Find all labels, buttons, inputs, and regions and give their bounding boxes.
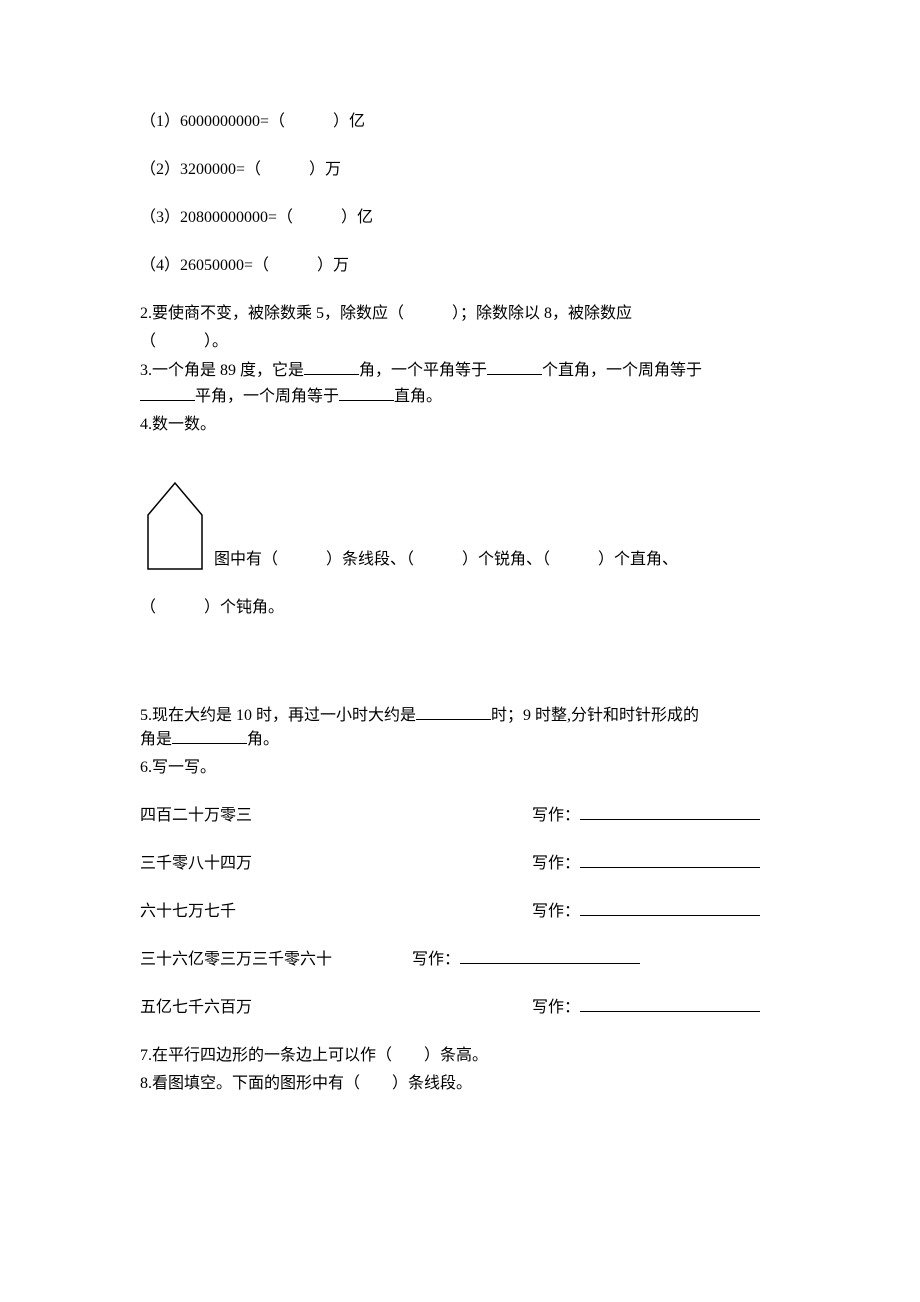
q2-line1: 2.要使商不变，被除数乘 5，除数应（ ）；除数除以 8，被除数应 (140, 302, 780, 326)
write-blank (580, 804, 760, 820)
spacer (332, 948, 412, 972)
q6-row-4-answer: 写作： (412, 948, 640, 972)
q5-part2: 时；9 时整,分针和时针形成的 (491, 707, 699, 724)
write-prefix: 写作： (532, 996, 580, 1020)
q3-part3: 个直角，一个周角等于 (542, 362, 702, 379)
q6-row-5-text: 五亿七千六百万 (140, 996, 252, 1020)
write-blank (580, 996, 760, 1012)
q6-row-4: 三十六亿零三万三千零六十 写作： (140, 948, 780, 972)
q2-line2: （ ）。 (140, 330, 780, 354)
q4-text2: （ ）个钝角。 (140, 596, 780, 620)
q5-blank2 (172, 728, 247, 744)
q6-row-2: 三千零八十四万 写作： (140, 852, 780, 876)
q7: 7.在平行四边形的一条边上可以作（ ）条高。 (140, 1044, 780, 1068)
q3-blank4 (339, 385, 394, 401)
q3: 3.一个角是 89 度，它是 角，一个平角等于 个直角，一个周角等于平角，一个周角等… (140, 358, 780, 409)
write-blank (580, 900, 760, 916)
q1-item-1: （1）6000000000=（ ）亿 (140, 110, 780, 134)
spacer (252, 852, 532, 876)
q6-title: 6.写一写。 (140, 756, 780, 780)
q8: 8.看图填空。下面的图形中有（ ）条线段。 (140, 1072, 780, 1096)
write-blank (460, 948, 640, 964)
q1-item-4: （4）26050000=（ ）万 (140, 254, 780, 278)
write-blank (580, 852, 760, 868)
q3-part1: 3.一个角是 89 度，它是 (140, 362, 304, 379)
q6-row-2-text: 三千零八十四万 (140, 852, 252, 876)
q3-part4: 平角，一个周角等于 (195, 388, 339, 405)
write-prefix: 写作： (532, 804, 580, 828)
write-prefix: 写作： (412, 948, 460, 972)
q5-blank1 (416, 704, 491, 720)
q3-part5: 直角。 (394, 388, 442, 405)
q6-row-5-answer: 写作： (532, 996, 760, 1020)
q5-part1: 5.现在大约是 10 时，再过一小时大约是 (140, 707, 416, 724)
q4-title: 4.数一数。 (140, 413, 780, 437)
spacer (236, 900, 532, 924)
q1-item-3: （3）20800000000=（ ）亿 (140, 206, 780, 230)
q3-blank1 (304, 359, 359, 375)
write-prefix: 写作： (532, 900, 580, 924)
q4-text1: 图中有（ ）条线段、（ ）个锐角、（ ）个直角、 (214, 548, 678, 572)
q6-row-4-text: 三十六亿零三万三千零六十 (140, 948, 332, 972)
q4-figure-row: 图中有（ ）条线段、（ ）个锐角、（ ）个直角、 (140, 477, 780, 572)
q3-blank3 (140, 385, 195, 401)
q5: 5.现在大约是 10 时，再过一小时大约是 时；9 时整,分针和时针形成的角是 角。 (140, 704, 780, 752)
write-prefix: 写作： (532, 852, 580, 876)
q3-blank2 (487, 359, 542, 375)
q5-part4: 角。 (247, 731, 279, 748)
q6-row-3: 六十七万七千 写作： (140, 900, 780, 924)
q6-row-5: 五亿七千六百万 写作： (140, 996, 780, 1020)
q5-part3: 角是 (140, 731, 172, 748)
q1-item-2: （2）3200000=（ ）万 (140, 158, 780, 182)
q6-row-1-answer: 写作： (532, 804, 760, 828)
q6-row-3-text: 六十七万七千 (140, 900, 236, 924)
q6-row-3-answer: 写作： (532, 900, 760, 924)
spacer (252, 804, 532, 828)
q6-row-1-text: 四百二十万零三 (140, 804, 252, 828)
q3-part2: 角，一个平角等于 (359, 362, 487, 379)
house-icon (140, 477, 210, 572)
spacer (252, 996, 532, 1020)
q6-row-1: 四百二十万零三 写作： (140, 804, 780, 828)
q6-rows: 四百二十万零三写作：三千零八十四万写作：六十七万七千写作：三十六亿零三万三千零六… (140, 804, 780, 1020)
q6-row-2-answer: 写作： (532, 852, 760, 876)
